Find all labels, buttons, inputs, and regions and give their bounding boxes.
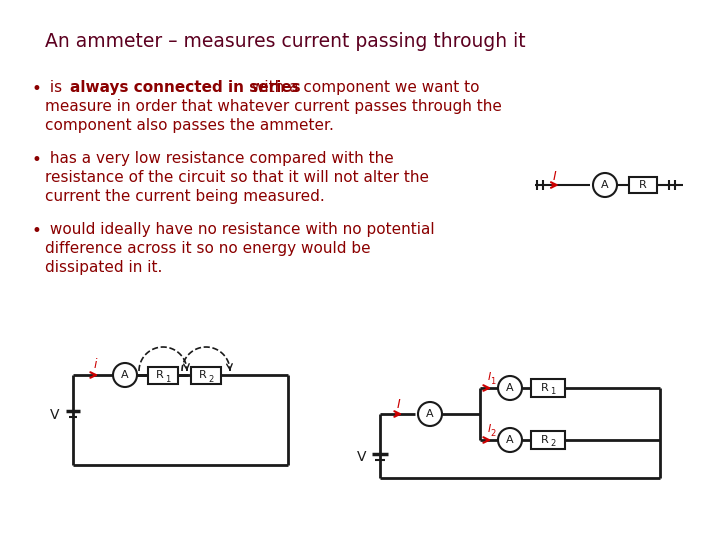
Circle shape xyxy=(113,363,137,387)
Text: always connected in series: always connected in series xyxy=(70,80,300,95)
Text: A: A xyxy=(506,435,514,445)
Text: with a component we want to: with a component we want to xyxy=(246,80,479,95)
Text: resistance of the circuit so that it will not alter the: resistance of the circuit so that it wil… xyxy=(45,170,429,185)
Text: •: • xyxy=(32,222,42,240)
Bar xyxy=(629,177,657,193)
Text: A: A xyxy=(121,370,129,380)
Text: A: A xyxy=(506,383,514,393)
Text: measure in order that whatever current passes through the: measure in order that whatever current p… xyxy=(45,99,502,114)
Text: I: I xyxy=(553,170,557,183)
Text: V: V xyxy=(50,408,60,422)
Text: V: V xyxy=(357,450,366,464)
Circle shape xyxy=(498,376,522,400)
Text: •: • xyxy=(32,80,42,98)
Text: 1: 1 xyxy=(166,375,171,383)
Circle shape xyxy=(418,402,442,426)
Text: 1: 1 xyxy=(550,388,556,396)
Bar xyxy=(148,367,178,383)
Text: has a very low resistance compared with the: has a very low resistance compared with … xyxy=(45,151,394,166)
Bar xyxy=(531,431,565,449)
Text: 2: 2 xyxy=(550,440,556,449)
Text: R: R xyxy=(199,370,207,380)
Text: An ammeter – measures current passing through it: An ammeter – measures current passing th… xyxy=(45,32,526,51)
Text: would ideally have no resistance with no potential: would ideally have no resistance with no… xyxy=(45,222,435,237)
Text: •: • xyxy=(32,151,42,169)
Text: 1: 1 xyxy=(490,376,495,386)
Text: 2: 2 xyxy=(208,375,214,383)
Bar xyxy=(191,367,221,383)
Text: R: R xyxy=(156,370,164,380)
Circle shape xyxy=(593,173,617,197)
Text: dissipated in it.: dissipated in it. xyxy=(45,260,163,275)
Text: R: R xyxy=(541,435,549,445)
Text: A: A xyxy=(601,180,609,190)
Text: is: is xyxy=(45,80,67,95)
Text: 2: 2 xyxy=(490,429,495,437)
Text: difference across it so no energy would be: difference across it so no energy would … xyxy=(45,241,371,256)
Text: R: R xyxy=(639,180,647,190)
Text: R: R xyxy=(541,383,549,393)
Text: current the current being measured.: current the current being measured. xyxy=(45,189,325,204)
Text: component also passes the ammeter.: component also passes the ammeter. xyxy=(45,118,334,133)
Text: I: I xyxy=(397,397,401,410)
Bar xyxy=(531,379,565,397)
Circle shape xyxy=(498,428,522,452)
Text: i: i xyxy=(94,359,96,372)
Text: I: I xyxy=(487,424,490,434)
Text: A: A xyxy=(426,409,434,419)
Text: I: I xyxy=(487,372,490,382)
